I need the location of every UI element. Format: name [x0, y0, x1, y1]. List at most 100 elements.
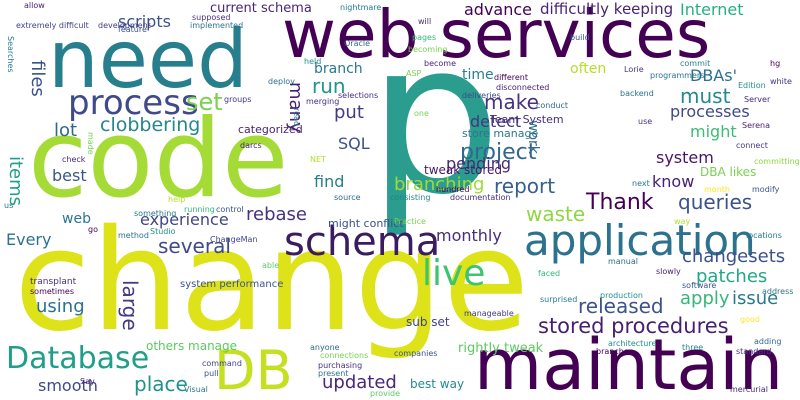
word-thank: Thank [586, 192, 654, 214]
word-check: something [134, 210, 176, 218]
word-standard: branches [596, 348, 633, 356]
word-able: Say [80, 378, 95, 386]
word-pull: command [202, 360, 242, 368]
word-edition: backend [620, 90, 654, 98]
word-put: put [334, 104, 364, 122]
word-connect: use [638, 118, 652, 126]
word-oracle: NET [310, 156, 326, 164]
word-lorie: build [570, 34, 590, 42]
word-development: extremely difficult [16, 22, 89, 30]
word-serena: Server [744, 96, 770, 104]
word-others-manage: others manage [146, 340, 237, 352]
word-difficultly-keeping: difficultly keeping [540, 2, 673, 17]
word-slowly: manual [608, 258, 638, 266]
word-implemented: feature [118, 26, 147, 34]
word-hundred: documentation [450, 194, 511, 202]
word-manageable: surprised [540, 296, 577, 304]
word-next: month [704, 186, 730, 194]
word-might: might [690, 124, 737, 140]
word-dba-likes: DBA likes [700, 166, 756, 178]
word-rebase: rebase [246, 206, 307, 224]
word-allow: nightmare [340, 4, 381, 12]
word-good: address [762, 288, 793, 296]
word-categorized: transplant [30, 278, 76, 287]
word-faced: slowly [656, 268, 681, 276]
word-disconnected: different [494, 74, 528, 82]
word-monthly: monthly [436, 228, 502, 244]
word-processes: processes [670, 104, 750, 120]
word-set: set [186, 90, 223, 114]
word-surprised: good [740, 316, 760, 324]
word-branches: adding [754, 338, 781, 346]
word-server: hg [770, 60, 780, 68]
word-often: often [570, 62, 606, 76]
word-method: check [62, 156, 85, 164]
word-architecture: manageable [464, 310, 514, 318]
word-provide: companies [394, 350, 437, 358]
word-supposed: implemented [190, 22, 243, 30]
word-made: us [4, 202, 13, 210]
word-searches: allow [24, 2, 45, 10]
word-stored-procedures: stored procedures [538, 316, 729, 337]
word-something: control [216, 206, 244, 214]
word-backend: programmers [650, 72, 704, 80]
word-help: able [262, 262, 279, 270]
word-locations: way [674, 218, 690, 226]
word-database: Database [6, 344, 149, 374]
word-connections: provide [370, 390, 400, 398]
word-selections: conduct [536, 102, 568, 110]
word-asp: read [292, 108, 300, 126]
word-know: know [652, 174, 694, 190]
word-changeman: Studio [150, 228, 175, 236]
word-modify: committing [754, 158, 800, 166]
word-companies: mercurial [730, 386, 768, 394]
word-documentation: consisting [390, 194, 430, 202]
word-big: go [88, 226, 98, 234]
word-tweak-stored: tweak stored [424, 164, 502, 176]
word-anyone: present [318, 370, 348, 378]
word-internet: Internet [680, 2, 744, 18]
word-transplant: system performance [180, 280, 283, 290]
word-say: pull [204, 370, 219, 378]
word-mercurial: standard [736, 348, 771, 356]
word-sub-set: sub set [406, 316, 450, 328]
word-nightmare: Practice [394, 218, 426, 226]
word-might-conflict: might conflict [328, 218, 404, 229]
word-using: using [36, 298, 85, 316]
word-practice: ChangeMan [210, 236, 258, 244]
word-software: production [600, 292, 643, 300]
word-sometimes: anyone [310, 344, 340, 352]
word-adding: three [682, 344, 703, 352]
word-system: system [656, 150, 714, 166]
word-place: place [134, 374, 188, 394]
word-waste: waste [526, 204, 585, 224]
word-purchasing: connections [320, 352, 368, 360]
word-deliveries: disconnected [496, 84, 549, 92]
word-will: work [526, 120, 540, 154]
word-many: large [120, 280, 140, 331]
word-best-way: best way [410, 378, 464, 390]
word-white: Edition [738, 82, 766, 90]
word-one: Oracle [344, 40, 370, 48]
word-programmers: commit [680, 60, 710, 68]
word-apply: apply [680, 290, 730, 308]
word-sql: SQL [338, 136, 370, 152]
word-visual: sometimes [30, 288, 74, 296]
word-deploy: merging [306, 98, 339, 106]
word-every: Every [6, 232, 51, 248]
word-become: becoming [408, 46, 447, 54]
word-us: help [168, 196, 185, 204]
word-net: ASP [406, 70, 421, 78]
word-hg: white [770, 78, 792, 86]
word-web: web [62, 212, 91, 226]
word-production: faced [538, 270, 560, 278]
word-files: Searches [6, 36, 14, 73]
word-consisting: groups [224, 96, 251, 104]
word-command: Visual [184, 386, 208, 394]
word-clobbering: clobbering [100, 116, 200, 135]
word-pages: will [418, 18, 431, 26]
word-way: next [632, 180, 650, 188]
word-build: become [424, 60, 456, 68]
word-manual: locations [746, 232, 782, 240]
